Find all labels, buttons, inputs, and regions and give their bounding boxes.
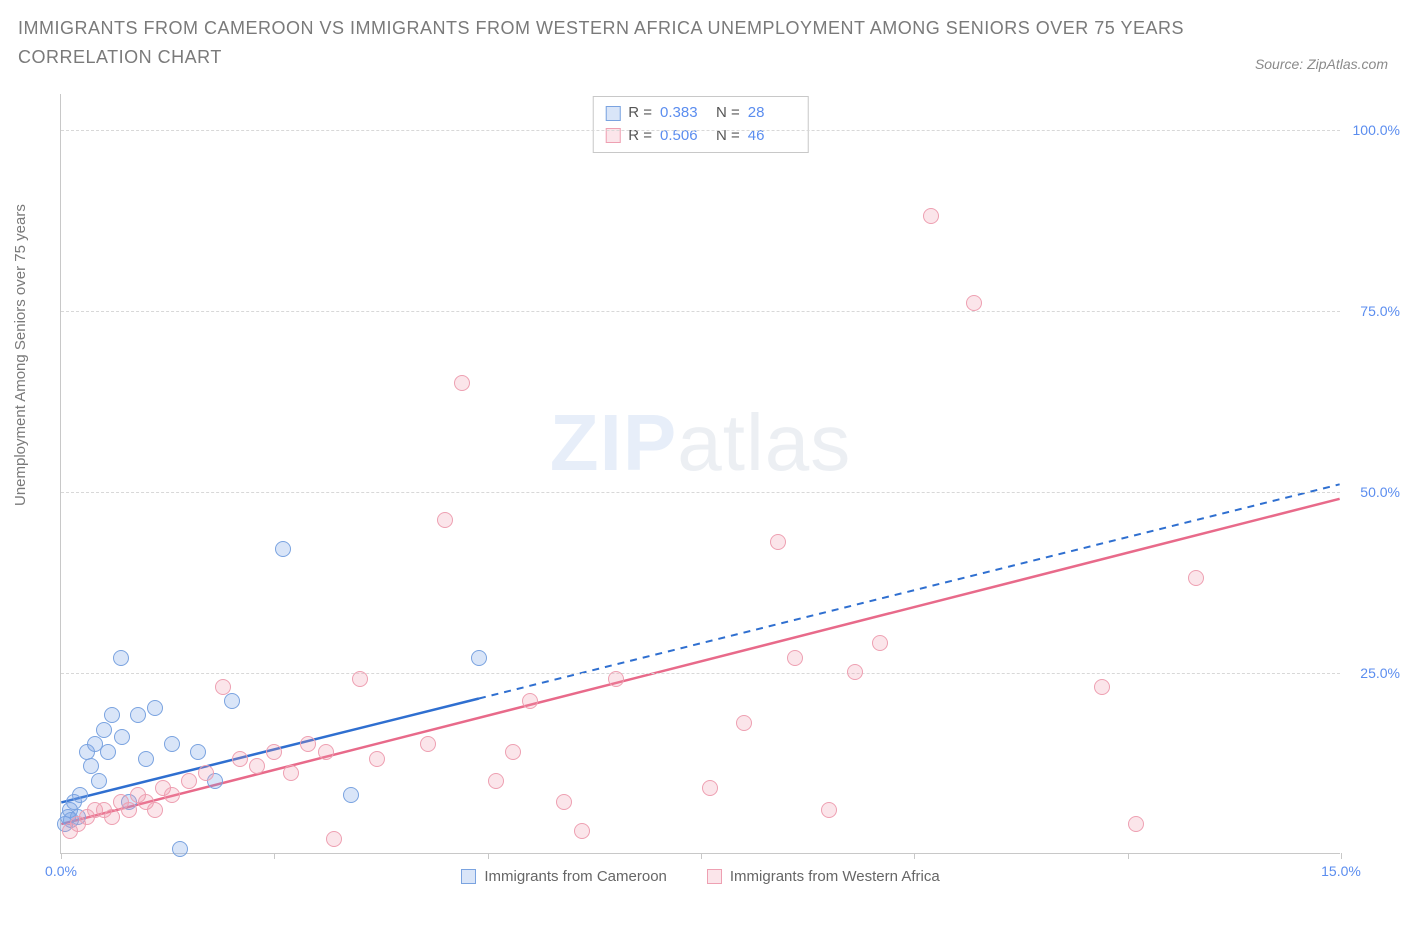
y-tick-label: 25.0% (1345, 665, 1400, 681)
data-point (343, 787, 359, 803)
data-point (249, 758, 265, 774)
legend-swatch-1 (707, 869, 722, 884)
data-point (215, 679, 231, 695)
data-point (847, 664, 863, 680)
data-point (275, 541, 291, 557)
data-point (100, 744, 116, 760)
y-axis-label: Unemployment Among Seniors over 75 years (12, 204, 29, 506)
source-credit: Source: ZipAtlas.com (1215, 56, 1388, 72)
x-tick (914, 853, 915, 859)
data-point (966, 295, 982, 311)
data-point (96, 722, 112, 738)
data-point (114, 729, 130, 745)
x-tick-label: 0.0% (45, 863, 77, 879)
data-point (770, 534, 786, 550)
data-point (91, 773, 107, 789)
legend: Immigrants from Cameroon Immigrants from… (61, 868, 1340, 885)
data-point (104, 707, 120, 723)
x-tick (701, 853, 702, 859)
data-point (556, 794, 572, 810)
data-point (172, 841, 188, 857)
r-value-1: 0.506 (660, 125, 708, 148)
x-tick (61, 853, 62, 859)
data-point (138, 751, 154, 767)
data-point (130, 707, 146, 723)
stats-row: R = 0.506 N = 46 (605, 125, 796, 148)
gridline (61, 492, 1340, 493)
data-point (454, 375, 470, 391)
data-point (787, 650, 803, 666)
trend-lines (61, 94, 1340, 853)
data-point (266, 744, 282, 760)
gridline (61, 130, 1340, 131)
n-value-0: 28 (748, 102, 796, 125)
data-point (72, 787, 88, 803)
data-point (1094, 679, 1110, 695)
data-point (471, 650, 487, 666)
data-point (283, 765, 299, 781)
y-tick-label: 100.0% (1345, 122, 1400, 138)
data-point (352, 671, 368, 687)
data-point (702, 780, 718, 796)
stats-row: R = 0.383 N = 28 (605, 102, 796, 125)
data-point (608, 671, 624, 687)
data-point (164, 787, 180, 803)
x-tick (274, 853, 275, 859)
data-point (232, 751, 248, 767)
data-point (1128, 816, 1144, 832)
gridline (61, 673, 1340, 674)
data-point (821, 802, 837, 818)
data-point (181, 773, 197, 789)
data-point (437, 512, 453, 528)
title-line-1: IMMIGRANTS FROM CAMEROON VS IMMIGRANTS F… (18, 18, 1184, 38)
legend-item-0: Immigrants from Cameroon (461, 868, 667, 885)
data-point (923, 208, 939, 224)
data-point (326, 831, 342, 847)
chart-title: IMMIGRANTS FROM CAMEROON VS IMMIGRANTS F… (18, 14, 1184, 72)
data-point (369, 751, 385, 767)
data-point (121, 802, 137, 818)
r-value-0: 0.383 (660, 102, 708, 125)
chart-area: Unemployment Among Seniors over 75 years… (0, 86, 1406, 930)
x-tick (1128, 853, 1129, 859)
correlation-stats-box: R = 0.383 N = 28 R = 0.506 N = 46 (592, 96, 809, 153)
data-point (420, 736, 436, 752)
data-point (522, 693, 538, 709)
y-tick-label: 75.0% (1345, 303, 1400, 319)
x-tick-label: 15.0% (1321, 863, 1361, 879)
legend-swatch-0 (461, 869, 476, 884)
watermark: ZIPatlas (550, 397, 851, 489)
x-tick (488, 853, 489, 859)
data-point (190, 744, 206, 760)
data-point (318, 744, 334, 760)
data-point (147, 700, 163, 716)
data-point (224, 693, 240, 709)
data-point (83, 758, 99, 774)
data-point (164, 736, 180, 752)
scatter-plot: ZIPatlas R = 0.383 N = 28 R = 0.506 N = … (60, 94, 1340, 854)
data-point (147, 802, 163, 818)
data-point (574, 823, 590, 839)
title-bar: IMMIGRANTS FROM CAMEROON VS IMMIGRANTS F… (0, 0, 1406, 78)
data-point (1188, 570, 1204, 586)
gridline (61, 311, 1340, 312)
data-point (198, 765, 214, 781)
title-line-2: CORRELATION CHART (18, 47, 222, 67)
n-value-1: 46 (748, 125, 796, 148)
data-point (300, 736, 316, 752)
y-tick-label: 50.0% (1345, 484, 1400, 500)
legend-item-1: Immigrants from Western Africa (707, 868, 940, 885)
data-point (104, 809, 120, 825)
data-point (505, 744, 521, 760)
data-point (113, 650, 129, 666)
data-point (736, 715, 752, 731)
x-tick (1341, 853, 1342, 859)
data-point (488, 773, 504, 789)
series-swatch-0 (605, 106, 620, 121)
legend-label-0: Immigrants from Cameroon (484, 868, 667, 885)
legend-label-1: Immigrants from Western Africa (730, 868, 940, 885)
data-point (872, 635, 888, 651)
